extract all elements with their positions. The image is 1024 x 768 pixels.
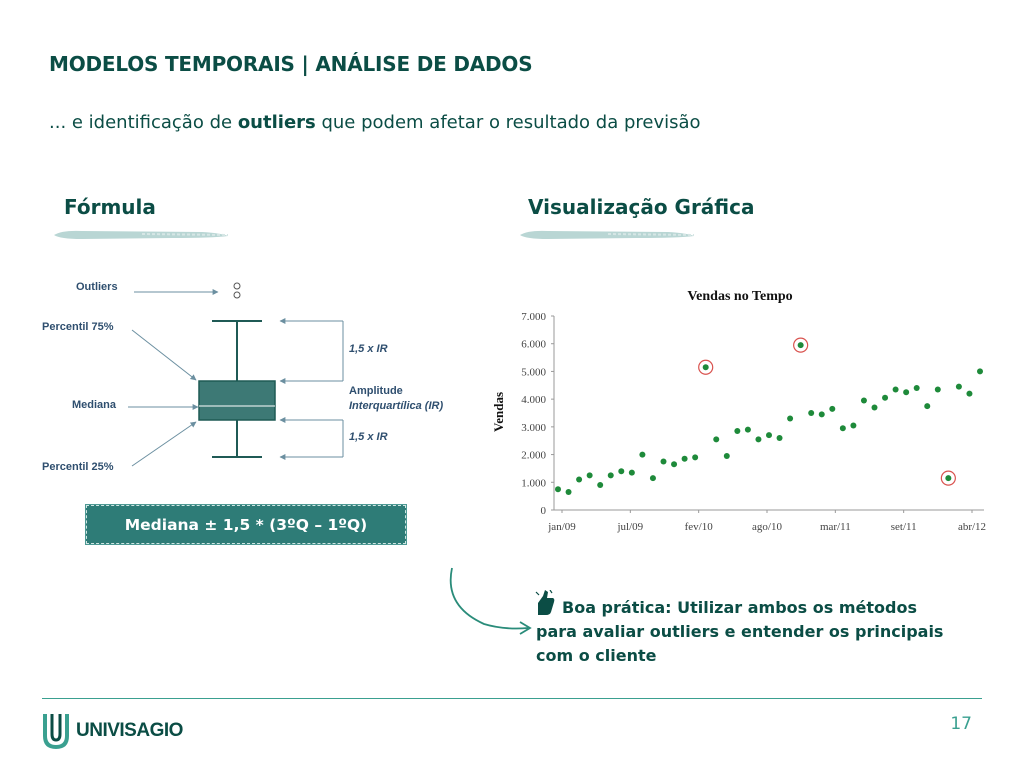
logo-text: UNIVISAGIO xyxy=(76,720,183,741)
outlier-ring xyxy=(940,470,956,486)
y-tick-label: 4.000 xyxy=(521,394,546,406)
page-number: 17 xyxy=(950,714,972,734)
label-mediana: Mediana xyxy=(72,399,117,411)
label-p75: Percentil 75% xyxy=(42,321,114,333)
data-point xyxy=(882,394,889,401)
data-point xyxy=(555,486,561,493)
label-amplitude: Amplitude xyxy=(349,385,403,397)
subtitle-post: que podem afetar o resultado da previsão xyxy=(315,112,701,133)
data-point xyxy=(702,364,709,371)
outlier-ring xyxy=(793,337,809,353)
x-tick-label: jan/09 xyxy=(547,521,576,533)
slide-title: MODELOS TEMPORAIS | ANÁLISE DE DADOS xyxy=(49,52,533,76)
label-ir-top: 1,5 x IR xyxy=(349,343,388,355)
data-point xyxy=(744,426,751,433)
data-point xyxy=(818,411,825,418)
data-point xyxy=(808,410,815,416)
data-point xyxy=(797,342,804,349)
data-point xyxy=(776,434,783,441)
data-point xyxy=(850,422,857,429)
logo-mark-icon xyxy=(43,714,69,750)
label-ir-bottom: 1,5 x IR xyxy=(349,431,388,443)
formula-box: Mediana ± 1,5 * (3ºQ – 1ºQ) xyxy=(85,504,407,545)
y-tick-label: 7.000 xyxy=(521,311,546,323)
data-point xyxy=(966,390,973,397)
data-point xyxy=(576,476,583,483)
subtitle-bold: outliers xyxy=(237,112,316,133)
sales-chart: Vendas no Tempo Vendas 0 1.000 2.000 3.000 4… xyxy=(490,280,990,540)
data-point xyxy=(829,405,836,412)
best-practice-tip: Boa prática: Utilizar ambos os métodos p… xyxy=(535,590,956,668)
data-point xyxy=(681,455,688,462)
outlier-ring xyxy=(698,359,714,375)
chart-svg: Vendas no Tempo Vendas 0 1.000 2.000 3.000 4… xyxy=(491,289,986,533)
data-point xyxy=(945,475,952,482)
data-point xyxy=(607,472,614,479)
y-tick-label: 5.000 xyxy=(521,366,546,378)
x-tick-label: ago/10 xyxy=(752,521,782,533)
y-tick-label: 2.000 xyxy=(521,450,546,462)
data-point xyxy=(660,458,667,465)
x-tick-label: mar/11 xyxy=(820,521,851,533)
label-interquartilica: Interquartílica (IR) xyxy=(349,400,444,412)
y-tick-label: 3.000 xyxy=(521,422,546,434)
outlier-marker xyxy=(233,282,241,290)
data-point xyxy=(924,403,931,410)
data-point xyxy=(955,383,962,390)
thumbs-up-icon xyxy=(535,590,555,615)
tip-text: Boa prática: Utilizar ambos os métodos p… xyxy=(536,598,944,665)
data-point xyxy=(934,386,941,393)
data-point xyxy=(892,386,899,393)
boxplot-svg xyxy=(128,282,344,467)
data-point xyxy=(871,404,878,411)
data-point xyxy=(977,368,983,375)
data-point xyxy=(671,461,678,468)
data-point xyxy=(903,389,910,396)
x-tick-label: set/11 xyxy=(891,521,917,533)
brush-underline-left xyxy=(54,230,229,239)
slide-subtitle: ... e identificação de outliers que pode… xyxy=(49,112,701,133)
x-tick-label: jul/09 xyxy=(616,521,643,533)
outlier-marker xyxy=(233,291,241,299)
data-point xyxy=(839,425,846,432)
data-point xyxy=(597,482,604,489)
x-tick-label: abr/12 xyxy=(958,521,986,533)
chart-ylabel: Vendas xyxy=(491,392,506,432)
data-point xyxy=(692,454,699,461)
y-tick-label: 1.000 xyxy=(521,477,546,489)
data-point xyxy=(628,469,635,476)
y-tick-label: 0 xyxy=(541,505,547,517)
y-tick-label: 6.000 xyxy=(521,339,546,351)
curved-arrow-icon xyxy=(449,567,532,635)
label-outliers: Outliers xyxy=(76,281,118,293)
data-point xyxy=(713,436,720,443)
data-point xyxy=(565,488,572,495)
data-point xyxy=(913,385,920,392)
data-point xyxy=(860,397,867,404)
brush-underline-right xyxy=(520,230,695,239)
boxplot-diagram: Outliers Percentil 75% Mediana Percentil… xyxy=(36,270,476,490)
chart-title: Vendas no Tempo xyxy=(687,289,792,304)
data-point xyxy=(586,472,593,479)
formula-heading: Fórmula xyxy=(64,195,156,219)
univisagio-logo: UNIVISAGIO xyxy=(42,712,183,750)
label-p25: Percentil 25% xyxy=(42,461,114,473)
iqr-box xyxy=(198,380,276,421)
data-point xyxy=(649,475,656,482)
data-point xyxy=(618,468,625,475)
data-point xyxy=(766,432,772,439)
x-tick-label: fev/10 xyxy=(685,521,714,533)
chart-heading: Visualização Gráfica xyxy=(528,195,755,219)
data-point xyxy=(723,452,730,459)
data-point xyxy=(755,436,762,443)
data-point xyxy=(734,428,741,435)
data-point xyxy=(787,415,794,422)
subtitle-pre: ... e identificação de xyxy=(49,112,238,133)
data-point xyxy=(639,451,646,458)
footer-divider xyxy=(42,698,982,699)
